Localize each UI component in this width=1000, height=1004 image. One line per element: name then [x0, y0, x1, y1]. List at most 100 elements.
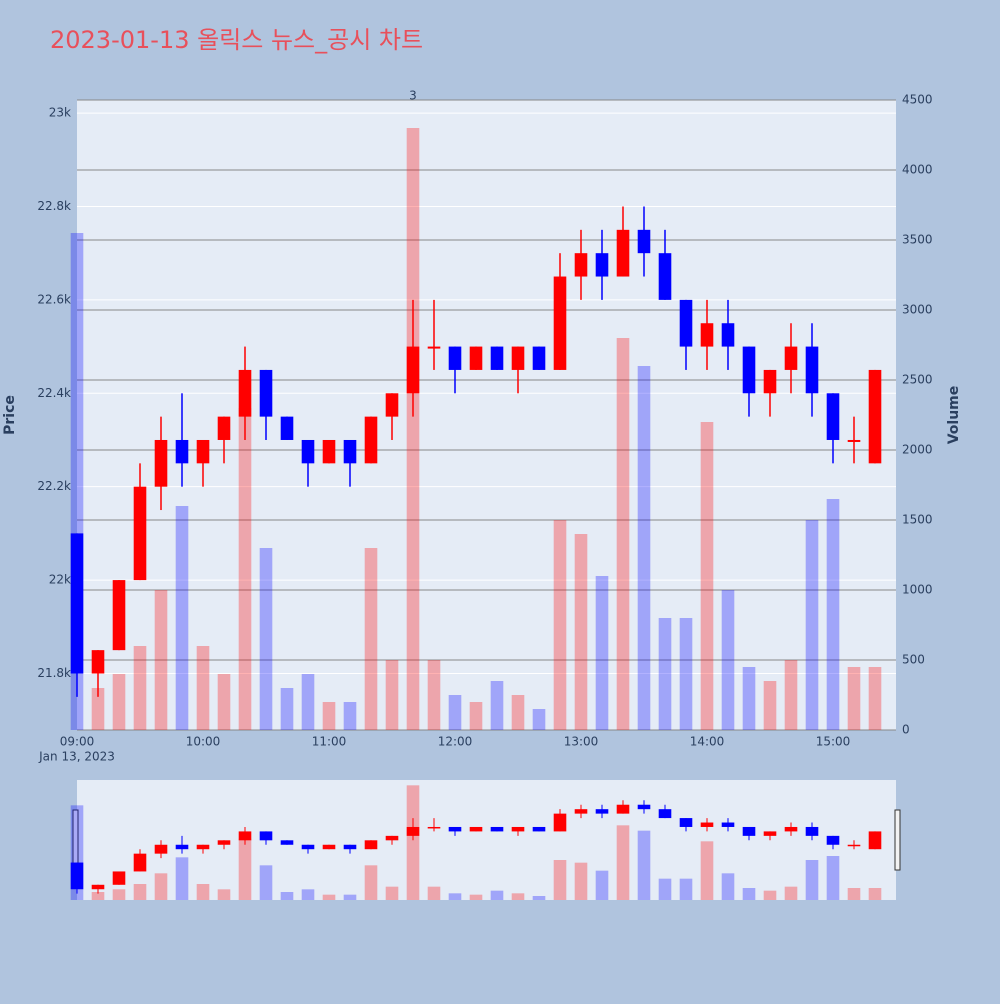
y2-tick-label: 4500 [902, 93, 933, 107]
slider-candle-body [469, 826, 483, 832]
slider-volume-bar [532, 896, 546, 900]
range-slider[interactable] [77, 780, 896, 900]
slider-candle-body [616, 804, 630, 814]
candle-body [742, 346, 756, 394]
volume-bar [826, 499, 840, 730]
slider-candle-body [826, 835, 840, 845]
volume-bar [343, 702, 357, 730]
slider-candle-body [784, 826, 798, 832]
volume-bar [427, 660, 441, 730]
slider-volume-bar [112, 889, 126, 900]
volume-bar [637, 366, 651, 730]
slider-candle-body [679, 818, 693, 827]
slider-volume-bar [553, 860, 567, 900]
slider-candle-body [217, 840, 231, 845]
y2-tick-label: 3000 [902, 303, 933, 317]
volume-bar [154, 590, 168, 730]
slider-candle-body [343, 844, 357, 850]
slider-volume-bar [133, 884, 147, 900]
slider-volume-bar [616, 825, 630, 900]
candle-body [343, 439, 357, 464]
slider-handle[interactable] [894, 809, 901, 871]
volume-bar [133, 646, 147, 730]
candle-body [406, 346, 420, 394]
volume-bar [679, 618, 693, 730]
slider-candle-body [196, 844, 210, 850]
slider-volume-bar [280, 892, 294, 900]
y2-tick-label: 1500 [902, 513, 933, 527]
candle-body [259, 369, 273, 417]
slider-candle-body [763, 831, 777, 836]
candle-body [637, 229, 651, 254]
slider-candle-body [448, 826, 462, 832]
slider-candle-body [175, 844, 189, 850]
slider-volume-bar [595, 870, 609, 900]
slider-volume-bar [238, 838, 252, 900]
y2-tick-label: 500 [902, 653, 925, 667]
volume-bar [490, 681, 504, 730]
slider-volume-bar [721, 873, 735, 900]
candle-body [175, 439, 189, 464]
volume-bar [259, 548, 273, 730]
candle-body [322, 439, 336, 464]
volume-bar [196, 646, 210, 730]
volume-bar [805, 520, 819, 730]
y2-tick-label: 2000 [902, 443, 933, 457]
slider-candle-body [700, 822, 714, 827]
candle-body [658, 253, 672, 300]
slider-volume-bar [343, 894, 357, 900]
slider-candle-body [511, 826, 525, 832]
volume-bar [553, 520, 567, 730]
volume-bar [217, 674, 231, 730]
volume-bar [616, 338, 630, 730]
slider-volume-bar [490, 890, 504, 900]
slider-candle-body [133, 853, 147, 872]
slider-candle-body [658, 809, 672, 819]
volume-bar [595, 576, 609, 730]
slider-volume-bar [91, 892, 105, 900]
slider-candle-body [595, 809, 609, 814]
slider-candle-body [70, 862, 84, 890]
slider-volume-bar [322, 894, 336, 900]
volume-bar [700, 422, 714, 730]
slider-candle-body [238, 831, 252, 841]
slider-candle-body [427, 826, 441, 829]
volume-bar [91, 688, 105, 730]
candle-body [91, 650, 105, 674]
y2-tick-label: 3500 [902, 233, 933, 247]
volume-bar [301, 674, 315, 730]
candle-body [700, 323, 714, 347]
candle-body [679, 299, 693, 347]
y-tick-label: 22.2k [37, 479, 71, 493]
volume-bar [280, 688, 294, 730]
slider-volume-bar [637, 830, 651, 900]
slider-volume-bar [784, 886, 798, 900]
volume-bar [469, 702, 483, 730]
plot-area [77, 100, 896, 730]
volume-bar [112, 674, 126, 730]
volume-bar [847, 667, 861, 730]
slider-volume-bar [259, 865, 273, 900]
volume-bar [784, 660, 798, 730]
candle-body [385, 393, 399, 417]
y-tick-label: 22k [49, 573, 71, 587]
slider-candle-body [574, 809, 588, 814]
candle-body [721, 323, 735, 347]
candle-body [469, 346, 483, 370]
candle-body [553, 276, 567, 370]
candle-body [616, 229, 630, 277]
slider-candle-body [553, 813, 567, 832]
slider-candle-body [280, 840, 294, 845]
volume-bar [448, 695, 462, 730]
slider-volume-bar [742, 888, 756, 900]
candle-body [364, 416, 378, 464]
y2-tick-label: 0 [902, 723, 910, 737]
candle-body [490, 346, 504, 370]
y-tick-label: 23k [49, 106, 71, 120]
x-tick-label: 13:00 [564, 735, 599, 749]
volume-bar [511, 695, 525, 730]
slider-volume-bar [196, 884, 210, 900]
candle-body [595, 253, 609, 277]
volume-bar [364, 548, 378, 730]
